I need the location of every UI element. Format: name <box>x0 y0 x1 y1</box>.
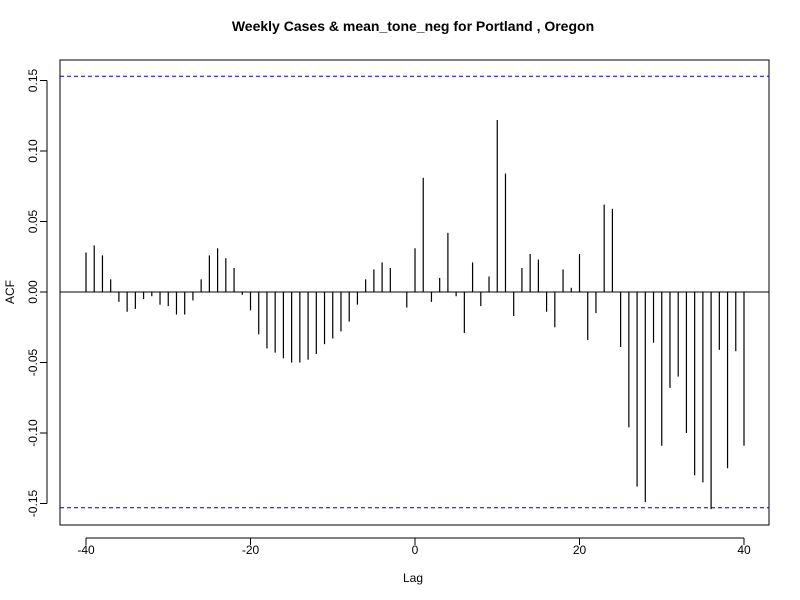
confidence-bounds <box>60 75 769 509</box>
y-tick-label: 0.00 <box>26 280 40 304</box>
y-axis: -0.15 -0.10 -0.05 0.00 0.05 0.10 0.15 <box>26 68 48 518</box>
y-tick-label: -0.15 <box>26 490 40 518</box>
x-axis: -40 -20 0 20 40 <box>77 537 751 557</box>
x-tick-label: 0 <box>412 543 419 557</box>
x-tick-label: -40 <box>77 543 95 557</box>
chart-title: Weekly Cases & mean_tone_neg for Portlan… <box>232 18 594 34</box>
y-tick-label: 0.10 <box>26 139 40 163</box>
acf-bars <box>85 119 745 510</box>
x-tick-label: 40 <box>737 543 751 557</box>
y-tick-label: 0.15 <box>26 68 40 92</box>
y-axis-label: ACF <box>3 280 17 304</box>
x-tick-label: 20 <box>573 543 587 557</box>
x-axis-label: Lag <box>403 571 423 585</box>
x-tick-label: -20 <box>242 543 260 557</box>
y-tick-label: -0.05 <box>26 349 40 377</box>
y-tick-label: -0.10 <box>26 419 40 447</box>
y-tick-label: 0.05 <box>26 209 40 233</box>
